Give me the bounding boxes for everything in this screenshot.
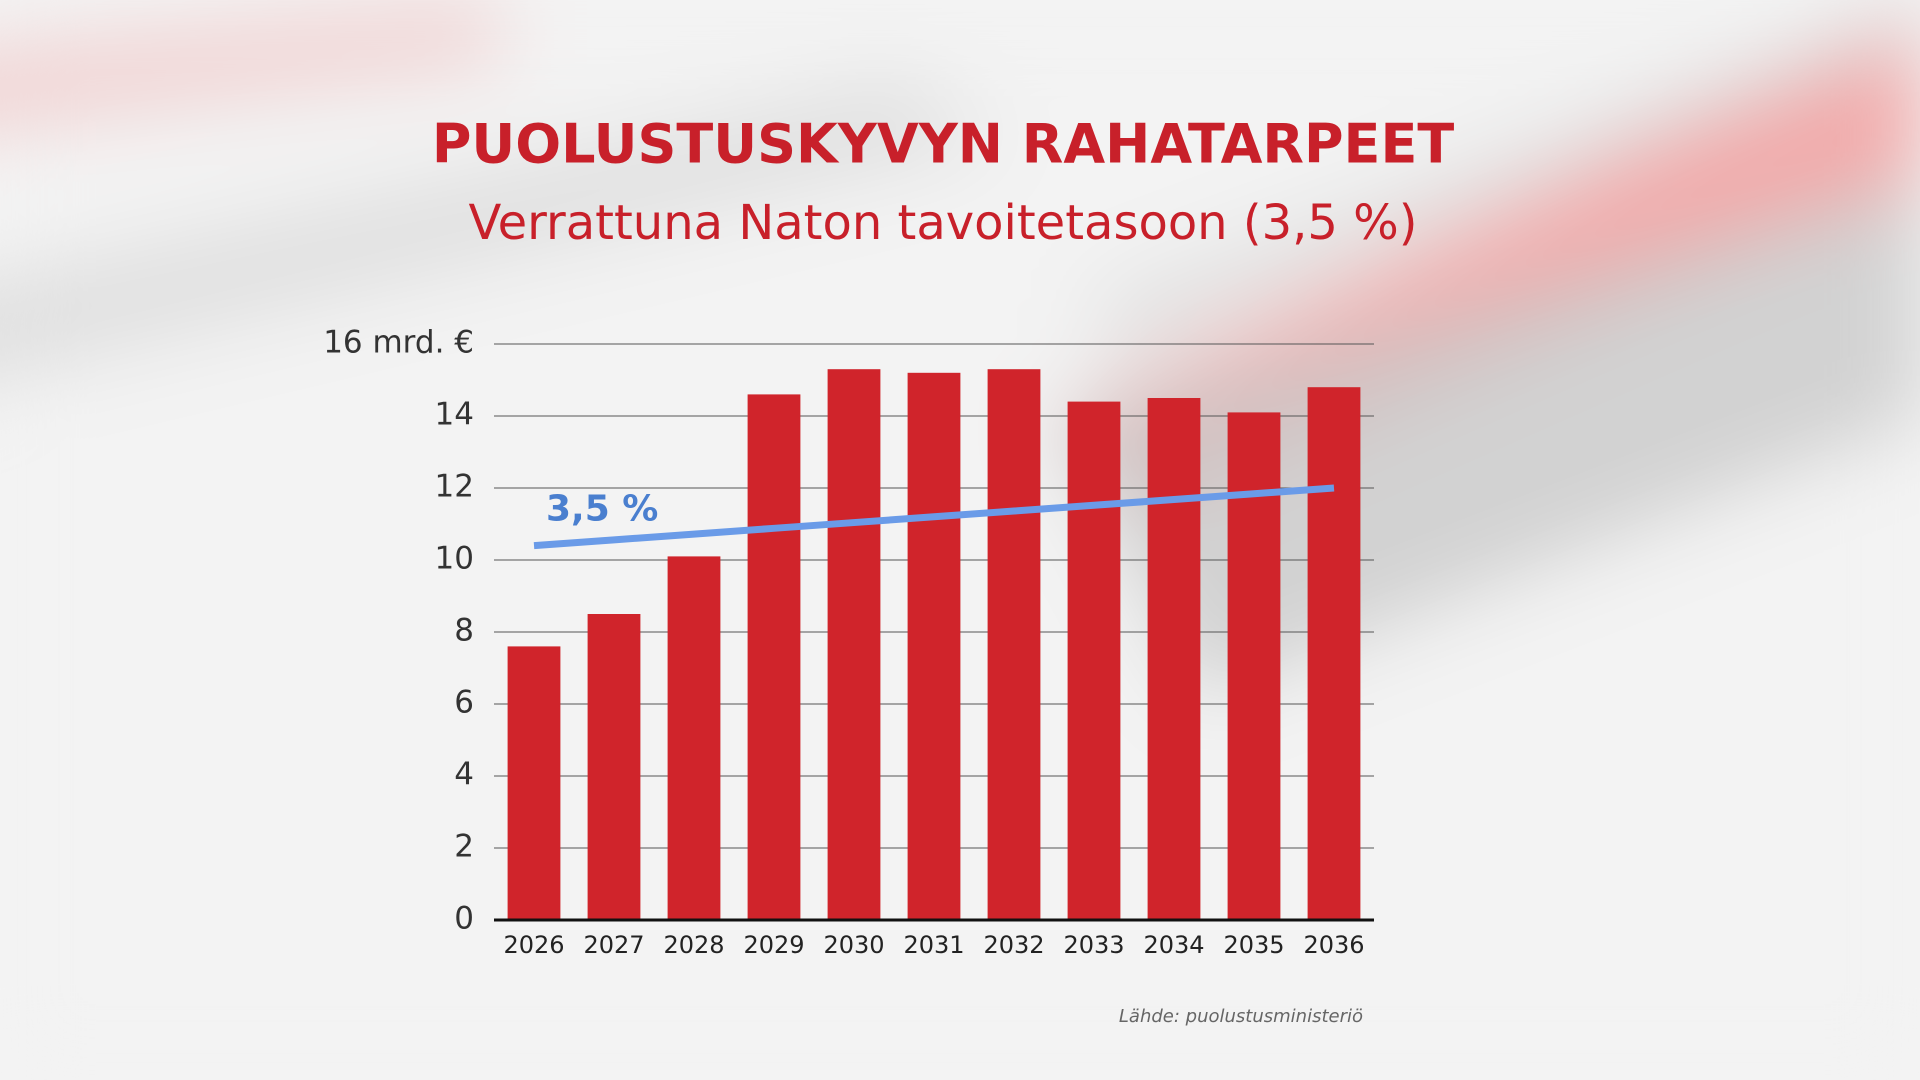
y-tick-label: 14 bbox=[435, 397, 474, 433]
x-tick-label: 2034 bbox=[1143, 931, 1204, 959]
bar bbox=[907, 372, 961, 920]
bar bbox=[987, 369, 1041, 920]
y-tick-label: 16 mrd. € bbox=[323, 325, 474, 361]
line-label: 3,5 % bbox=[546, 489, 658, 530]
y-tick-label: 2 bbox=[454, 829, 474, 865]
bar bbox=[1227, 412, 1281, 920]
y-tick-label: 0 bbox=[454, 901, 474, 937]
y-tick-label: 10 bbox=[435, 541, 474, 577]
bar bbox=[587, 614, 641, 920]
x-tick-label: 2032 bbox=[983, 931, 1044, 959]
x-tick-label: 2028 bbox=[663, 931, 724, 959]
y-tick-label: 6 bbox=[454, 685, 474, 721]
source: Lähde: puolustusministeriö bbox=[1119, 1006, 1363, 1027]
bar bbox=[1067, 401, 1121, 921]
x-tick-label: 2026 bbox=[503, 931, 564, 959]
bar bbox=[827, 369, 881, 920]
bar bbox=[667, 556, 721, 920]
x-tick-label: 2033 bbox=[1063, 931, 1124, 959]
x-tick-label: 2027 bbox=[583, 931, 644, 959]
x-tick-label: 2030 bbox=[823, 931, 884, 959]
bar bbox=[507, 646, 561, 920]
x-tick-label: 2035 bbox=[1223, 931, 1284, 959]
bar bbox=[1147, 398, 1201, 920]
y-tick-label: 4 bbox=[454, 757, 474, 793]
chart-title: PUOLUSTUSKYVYN RAHATARPEET bbox=[432, 113, 1455, 176]
x-tick-label: 2036 bbox=[1303, 931, 1364, 959]
x-tick-label: 2029 bbox=[743, 931, 804, 959]
y-tick-label: 12 bbox=[435, 469, 474, 505]
x-tick-label: 2031 bbox=[903, 931, 964, 959]
bar bbox=[747, 394, 801, 920]
target-line bbox=[533, 484, 1335, 550]
y-tick-label: 8 bbox=[454, 613, 474, 649]
chart-subtitle: Verrattuna Naton tavoitetasoon (3,5 %) bbox=[468, 195, 1417, 251]
bar bbox=[1307, 387, 1361, 920]
